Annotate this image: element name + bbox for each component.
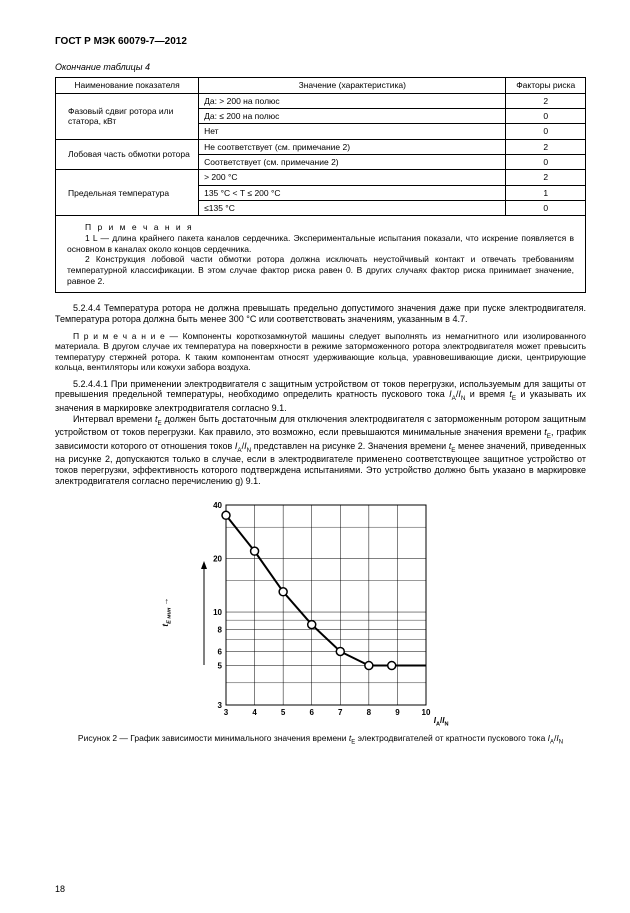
- table-notes-row: П р и м е ч а н и я 1 L — длина крайнего…: [56, 216, 586, 293]
- table-caption: Окончание таблицы 4: [55, 62, 586, 73]
- row-name-cell: Лобовая часть обмотки ротора: [56, 139, 199, 170]
- value-cell: Не соответствует (см. примечание 2): [199, 139, 506, 154]
- body-text: 5.2.4.4 Температура ротора не должна пре…: [55, 303, 586, 487]
- risk-factor-table: Наименование показателя Значение (характ…: [55, 77, 586, 293]
- y-axis-label: tE мин →: [161, 597, 173, 626]
- document-id: ГОСТ Р МЭК 60079-7—2012: [55, 36, 586, 48]
- svg-text:3: 3: [217, 701, 222, 710]
- value-cell: 135 °C < Т ≤ 200 °C: [199, 185, 506, 200]
- svg-text:8: 8: [217, 626, 222, 635]
- svg-text:6: 6: [309, 708, 314, 717]
- value-cell: Соответствует (см. примечание 2): [199, 154, 506, 169]
- paragraph: 5.2.4.4.1 При применении электродвигател…: [55, 379, 586, 414]
- svg-text:5: 5: [280, 708, 285, 717]
- svg-text:20: 20: [213, 555, 222, 564]
- table-row: Фазовый сдвиг ротора или статора, кВтДа:…: [56, 93, 586, 108]
- notes-heading: П р и м е ч а н и я: [85, 222, 574, 233]
- svg-text:9: 9: [395, 708, 400, 717]
- svg-text:10: 10: [421, 708, 430, 717]
- risk-cell: 0: [506, 201, 586, 216]
- svg-text:3: 3: [223, 708, 228, 717]
- value-cell: > 200 °C: [199, 170, 506, 185]
- svg-text:8: 8: [366, 708, 371, 717]
- note-1: 1 L — длина крайнего пакета каналов серд…: [67, 233, 574, 254]
- svg-text:4: 4: [252, 708, 257, 717]
- value-cell: ≤135 °C: [199, 201, 506, 216]
- paragraph: П р и м е ч а н и е — Компоненты коротко…: [55, 331, 586, 372]
- risk-cell: 0: [506, 108, 586, 123]
- row-name-cell: Фазовый сдвиг ротора или статора, кВт: [56, 93, 199, 139]
- col-head-risk: Факторы риска: [506, 78, 586, 93]
- paragraph: 5.2.4.4 Температура ротора не должна пре…: [55, 303, 586, 325]
- table-row: Лобовая часть обмотки ротораНе соответст…: [56, 139, 586, 154]
- table-notes: П р и м е ч а н и я 1 L — длина крайнего…: [61, 218, 580, 290]
- svg-text:7: 7: [338, 708, 343, 717]
- paragraph: Интервал времени tE должен быть достаточ…: [55, 414, 586, 487]
- risk-cell: 2: [506, 170, 586, 185]
- risk-cell: 1: [506, 185, 586, 200]
- figure-2: tE мин → 3456789103568102040 IA/IN: [191, 495, 451, 728]
- col-head-name: Наименование показателя: [56, 78, 199, 93]
- table-header-row: Наименование показателя Значение (характ…: [56, 78, 586, 93]
- svg-text:5: 5: [217, 662, 222, 671]
- row-name-cell: Предельная температура: [56, 170, 199, 216]
- page: ГОСТ Р МЭК 60079-7—2012 Окончание таблиц…: [0, 0, 630, 913]
- risk-cell: 0: [506, 154, 586, 169]
- risk-cell: 0: [506, 124, 586, 139]
- value-cell: Да: ≤ 200 на полюс: [199, 108, 506, 123]
- figure-caption: Рисунок 2 — График зависимости минимальн…: [55, 733, 586, 747]
- svg-text:40: 40: [213, 501, 222, 510]
- value-cell: Да: > 200 на полюс: [199, 93, 506, 108]
- svg-text:6: 6: [217, 648, 222, 657]
- svg-text:10: 10: [213, 608, 222, 617]
- table-row: Предельная температура> 200 °C2: [56, 170, 586, 185]
- chart-svg: 3 4 5 6 7 8 9 10 3 5 6 8 10 20 40: [191, 495, 451, 725]
- risk-cell: 2: [506, 93, 586, 108]
- value-cell: Нет: [199, 124, 506, 139]
- page-number: 18: [55, 884, 65, 895]
- col-head-value: Значение (характеристика): [199, 78, 506, 93]
- note-2: 2 Конструкция лобовой части обмотки рото…: [67, 254, 574, 286]
- risk-cell: 2: [506, 139, 586, 154]
